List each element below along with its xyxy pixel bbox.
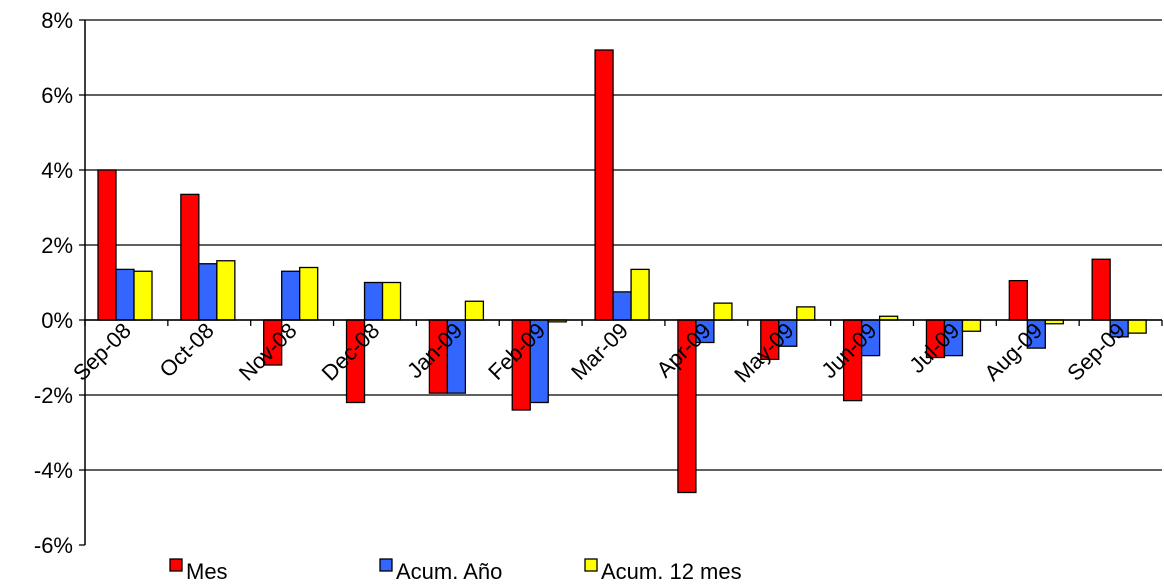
bar-acum-12-mes-apr-09 [713,302,733,321]
y-tick-label: 4% [41,158,73,183]
x-category-label: Sep-09 [1062,318,1130,386]
legend-label: Mes [186,559,228,584]
bar-acum-12-mes-nov-08 [299,266,319,321]
y-axis-ticks: -6% -4% -2% 0% 2% 4% 6% 8% [34,8,85,558]
legend-label: Acum. 12 mes [601,559,742,584]
legend: Mes Acum. Año Acum. 12 mes [169,558,742,584]
y-tick-label: 6% [41,83,73,108]
y-tick-label: 8% [41,8,73,33]
bar-acum-12-mes-dec-08 [381,281,402,321]
bar-acum-a-o-sep-08 [115,268,135,321]
bar-acum-12-mes-jan-09 [464,300,485,321]
bar-acum-a-o-oct-08 [198,263,218,321]
bar-mes-sep-09 [1091,258,1111,321]
bar-acum-12-mes-mar-09 [630,268,650,321]
bar-acum-12-mes-oct-08 [216,260,236,321]
x-category-label: Aug-09 [979,318,1047,386]
bars [97,49,1147,494]
legend-swatch [584,558,598,572]
bar-acum-12-mes-sep-08 [133,270,153,321]
x-category-label: Sep-08 [68,318,136,386]
bar-acum-12-mes-jul-09 [961,319,982,332]
y-tick-label: -4% [34,458,73,483]
legend-swatch [169,558,183,572]
bar-acum-12-mes-may-09 [796,306,816,321]
x-category-label: Oct-08 [154,318,218,382]
y-tick-label: -6% [34,533,73,558]
bar-mes-mar-09 [594,49,614,321]
legend-label: Acum. Año [396,559,502,584]
legend-swatch [379,558,393,572]
bar-mes-sep-08 [97,169,117,321]
y-tick-label: -2% [34,383,73,408]
x-category-label: Mar-09 [566,318,633,385]
bar-acum-a-o-mar-09 [612,291,632,321]
y-tick-label: 2% [41,233,73,258]
axes [84,20,1163,545]
bar-acum-a-o-nov-08 [281,270,301,321]
bar-mes-oct-08 [180,193,200,321]
bar-acum-a-o-dec-08 [363,281,384,321]
y-tick-label: 0% [41,308,73,333]
bar-acum-12-mes-sep-09 [1127,319,1147,334]
bar-mes-aug-09 [1008,279,1028,321]
gridlines [85,19,1162,471]
